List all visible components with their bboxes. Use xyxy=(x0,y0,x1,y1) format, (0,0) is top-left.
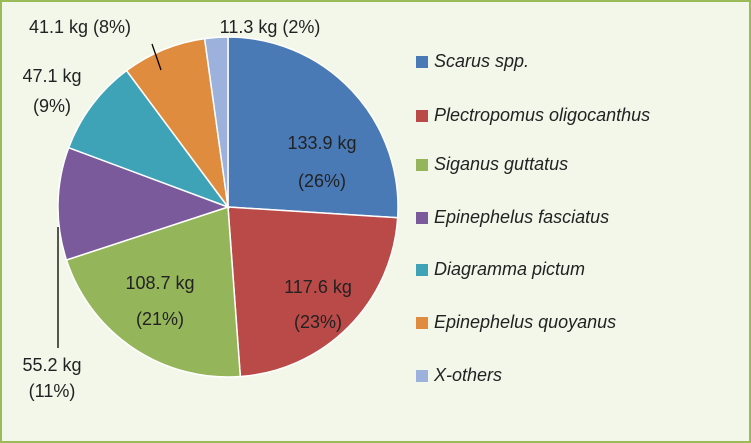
legend-label: Plectropomus oligocanthus xyxy=(434,105,650,125)
data-label: (9%) xyxy=(33,96,71,116)
data-label: 108.7 kg xyxy=(125,273,194,293)
pie-slice xyxy=(203,36,229,208)
legend-label: Epinephelus fasciatus xyxy=(434,207,609,227)
leader-line xyxy=(151,43,162,71)
data-label: 41.1 kg (8%) xyxy=(29,17,131,37)
data-label: 117.6 kg xyxy=(284,277,352,297)
data-label: 47.1 kg xyxy=(22,66,81,86)
legend-swatch xyxy=(416,370,428,382)
pie-slice xyxy=(227,36,399,219)
legend-label: Siganus guttatus xyxy=(434,154,568,174)
legend-swatch xyxy=(416,159,428,171)
legend-swatch xyxy=(416,110,428,122)
pie-slice xyxy=(65,205,242,378)
legend-swatch xyxy=(416,264,428,276)
legend-label: Scarus spp. xyxy=(434,51,529,71)
legend-label: X-others xyxy=(433,365,502,385)
data-label: 55.2 kg xyxy=(22,355,81,375)
legend-swatch xyxy=(416,317,428,329)
legend-swatch xyxy=(416,212,428,224)
data-label: (23%) xyxy=(294,312,342,332)
data-label: 133.9 kg xyxy=(287,133,356,153)
legend-label: Epinephelus quoyanus xyxy=(434,312,616,332)
data-label: (21%) xyxy=(136,309,184,329)
data-label: 11.3 kg (2%) xyxy=(220,17,321,37)
pie-slice xyxy=(57,146,231,261)
pie-slice xyxy=(67,69,231,209)
data-label: (11%) xyxy=(29,381,76,401)
data-label: (26%) xyxy=(298,171,346,191)
legend-swatch xyxy=(416,56,428,68)
pie-slice xyxy=(227,206,399,378)
legend-label: Diagramma pictum xyxy=(434,259,585,279)
